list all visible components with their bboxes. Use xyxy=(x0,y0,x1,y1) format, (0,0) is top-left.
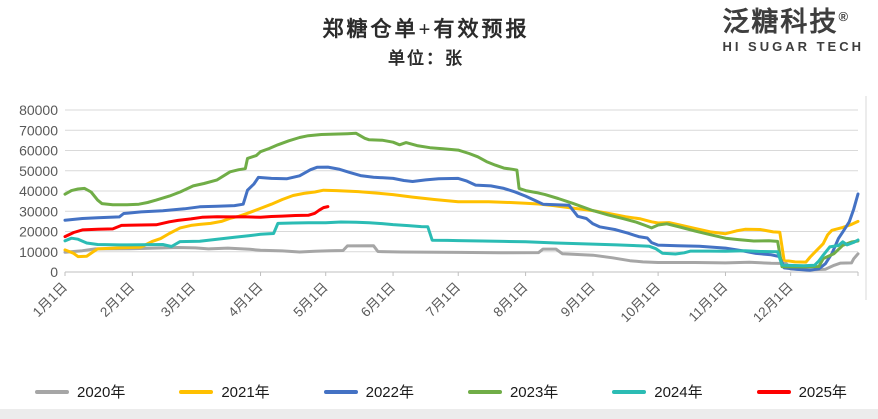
x-axis-tick-label: 11月1日 xyxy=(686,280,731,325)
x-axis-tick-label: 6月1日 xyxy=(358,280,398,320)
x-axis-tick-label: 12月1日 xyxy=(750,280,796,326)
x-axis-tick-label: 3月1日 xyxy=(158,280,198,320)
legend-label: 2025年 xyxy=(798,384,847,401)
brand-logo-cn: 泛糖科技® xyxy=(722,7,864,38)
chart-legend: 2020年 2021年 2022年 2023年 2024年 2025年 xyxy=(35,381,847,402)
legend-label: 2023年 xyxy=(509,384,559,401)
chart-title: 郑糖仓单+有效预报 xyxy=(322,17,530,41)
legend-item-2022年: 2022年 xyxy=(323,381,414,402)
legend-item-2020年: 2020年 xyxy=(35,381,125,402)
legend-line-swatch xyxy=(35,389,69,394)
bottom-strip xyxy=(0,409,878,419)
x-axis-tick-label: 8月1日 xyxy=(490,280,530,320)
legend-line-swatch xyxy=(612,389,647,394)
legend-label: 2024年 xyxy=(654,384,703,401)
legend-label: 2022年 xyxy=(365,384,414,401)
y-axis-tick-label: 40000 xyxy=(19,183,58,199)
series-line-2023年 xyxy=(63,131,860,269)
y-axis-tick-label: 20000 xyxy=(19,224,58,240)
y-axis-tick-label: 80000 xyxy=(19,102,58,118)
legend-line-swatch xyxy=(323,389,358,394)
series-line-2024年 xyxy=(63,220,860,268)
y-axis-tick-label: 60000 xyxy=(19,143,58,159)
y-axis-tick-label: 50000 xyxy=(19,163,58,179)
legend-line-swatch xyxy=(179,389,214,394)
legend-line-swatch xyxy=(467,389,502,394)
y-axis-tick-label: 10000 xyxy=(19,244,58,260)
x-axis-tick-label: 1月1日 xyxy=(30,280,70,320)
x-axis-tick-label: 4月1日 xyxy=(225,280,265,320)
x-axis-tick-label: 10月1日 xyxy=(618,280,664,326)
brand-name: 泛糖科技 xyxy=(722,7,839,37)
brand-logo: 泛糖科技® HI SUGAR TECH xyxy=(722,7,864,54)
legend-label: 2021年 xyxy=(221,384,270,401)
brand-tagline: HI SUGAR TECH xyxy=(722,38,864,54)
legend-item-2025年: 2025年 xyxy=(756,381,847,402)
x-axis-tick-label: 9月1日 xyxy=(558,280,598,320)
x-axis-tick-label: 7月1日 xyxy=(423,280,463,320)
legend-item-2023年: 2023年 xyxy=(467,381,559,402)
registered-mark-icon: ® xyxy=(838,9,851,24)
series-line-2025年 xyxy=(63,205,330,239)
y-axis-tick-label: 70000 xyxy=(19,122,58,138)
legend-item-2024年: 2024年 xyxy=(612,381,703,402)
legend-item-2021年: 2021年 xyxy=(179,381,270,402)
x-axis-tick-label: 5月1日 xyxy=(291,280,331,320)
legend-label: 2020年 xyxy=(77,384,126,401)
x-axis-tick-label: 2月1日 xyxy=(97,280,137,320)
series-line-2021年 xyxy=(63,188,860,264)
chart-subtitle: 单位：张 xyxy=(388,49,464,68)
legend-line-swatch xyxy=(756,389,791,394)
y-axis-tick-label: 0 xyxy=(50,264,58,280)
y-axis-tick-label: 30000 xyxy=(19,203,58,219)
